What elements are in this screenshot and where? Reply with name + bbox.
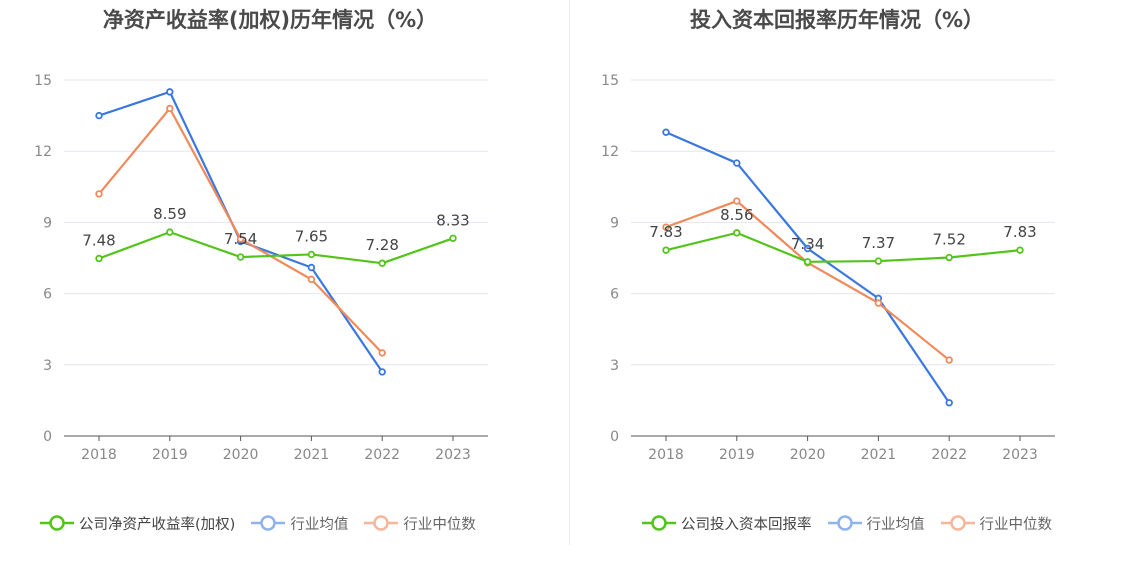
data-point <box>803 244 812 253</box>
legend-item[interactable]: 行业均值 <box>251 513 348 534</box>
legend-label: 行业中位数 <box>403 516 476 533</box>
data-point <box>662 246 670 254</box>
data-point <box>945 253 953 262</box>
legend-label: 公司净资产收益率(加权) <box>79 516 236 533</box>
data-label: 8.33 <box>436 211 469 229</box>
legend-label: 公司投入资本回报率 <box>681 516 812 533</box>
y-tick-label: 3 <box>610 358 619 374</box>
data-point <box>307 275 316 284</box>
legend-label: 行业均值 <box>866 516 925 533</box>
chart-title: 净资产收益率(加权)历年情况（%） <box>102 8 438 32</box>
data-label: 7.83 <box>649 223 682 241</box>
x-tick-label: 2018 <box>81 447 117 463</box>
data-point <box>945 399 953 407</box>
x-tick-label: 2021 <box>861 447 897 463</box>
data-point <box>449 234 457 243</box>
data-point <box>803 258 812 266</box>
y-tick-label: 15 <box>601 73 619 89</box>
legend-marker-icon <box>642 515 676 531</box>
legend-item[interactable]: 公司净资产收益率(加权) <box>40 513 235 534</box>
panel-divider <box>569 0 570 545</box>
data-point <box>166 228 174 236</box>
data-point <box>95 111 103 120</box>
series-line-0 <box>98 230 454 265</box>
data-point <box>236 235 245 243</box>
data-point <box>733 229 741 237</box>
data-point <box>95 254 103 263</box>
y-tick-label: 12 <box>601 144 619 160</box>
legend-marker-icon <box>827 515 862 531</box>
data-label: 7.54 <box>224 230 257 248</box>
data-point <box>945 356 953 364</box>
x-tick-label: 2020 <box>790 447 826 463</box>
data-point <box>95 190 103 198</box>
x-tick-label: 2023 <box>1002 447 1038 463</box>
legend-marker-icon <box>251 515 286 531</box>
legend-item[interactable]: 行业中位数 <box>940 513 1053 534</box>
data-point <box>307 263 316 272</box>
x-tick-label: 2020 <box>223 447 259 463</box>
data-point <box>662 223 670 231</box>
data-point <box>166 104 174 113</box>
chart-title: 投入资本回报率历年情况（%） <box>689 8 985 32</box>
data-point <box>166 88 174 96</box>
y-tick-label: 6 <box>610 287 619 303</box>
data-point <box>662 128 670 136</box>
roic-line-chart: 0 3 6 9 12 15 2018 2019 2020 2021 2022 2023 7.83 8.56… <box>601 73 1055 463</box>
data-label: 8.59 <box>153 205 186 223</box>
roe-chart-panel: 净资产收益率(加权)历年情况（%） 0 3 6 9 12 15 2018 2019 2020 20… <box>34 8 492 538</box>
legend-item[interactable]: 行业均值 <box>827 513 925 534</box>
y-tick-label: 9 <box>610 215 619 231</box>
x-tick-label: 2021 <box>294 447 330 463</box>
roic-chart-panel: 投入资本回报率历年情况（%） 0 3 6 9 12 15 2018 2019 2020 2021 2… <box>567 0 1134 582</box>
roe-line-chart: 0 3 6 9 12 15 2018 2019 2020 2021 2022 2023 7.48 8.59… <box>34 73 488 463</box>
data-point <box>733 197 741 205</box>
data-point <box>1016 246 1024 254</box>
series-line-2 <box>665 199 950 361</box>
y-tick-label: 3 <box>43 358 52 374</box>
data-label: 7.37 <box>862 234 895 252</box>
x-tick-label: 2019 <box>719 447 755 463</box>
y-tick-label: 0 <box>43 429 52 445</box>
data-label: 7.34 <box>791 235 824 253</box>
legend-item[interactable]: 行业中位数 <box>364 513 476 534</box>
series-line-0 <box>665 231 1021 263</box>
legend-label: 行业均值 <box>290 516 349 533</box>
x-tick-label: 2018 <box>648 447 684 463</box>
data-label: 7.48 <box>82 231 115 249</box>
legend-label: 行业中位数 <box>979 516 1053 533</box>
data-point <box>874 257 883 265</box>
data-point <box>733 159 741 167</box>
x-tick-label: 2022 <box>364 447 400 463</box>
legend-marker-icon <box>940 515 975 531</box>
y-tick-label: 6 <box>43 287 52 303</box>
data-point <box>378 349 386 357</box>
chart-legend: 公司投入资本回报率 行业均值 行业中位数 <box>642 508 1068 538</box>
chart-legend: 公司净资产收益率(加权) 行业均值 行业中位数 <box>40 508 492 538</box>
y-tick-label: 12 <box>34 144 52 160</box>
x-tick-label: 2019 <box>152 447 188 463</box>
x-tick-label: 2022 <box>931 447 967 463</box>
data-label: 7.65 <box>295 227 328 245</box>
y-tick-label: 9 <box>43 215 52 231</box>
legend-item[interactable]: 公司投入资本回报率 <box>642 513 812 534</box>
data-point <box>307 250 316 259</box>
y-tick-label: 15 <box>34 73 52 89</box>
data-label: 8.56 <box>720 206 753 224</box>
legend-marker-icon <box>364 515 399 531</box>
data-label: 7.28 <box>365 236 398 254</box>
data-label: 7.83 <box>1003 223 1036 241</box>
data-point <box>874 299 883 307</box>
data-label: 7.52 <box>932 231 965 249</box>
series-line-1 <box>665 131 951 404</box>
data-point <box>236 253 245 261</box>
legend-marker-icon <box>40 515 74 531</box>
data-point <box>378 368 386 376</box>
x-tick-label: 2023 <box>435 447 471 463</box>
y-tick-label: 0 <box>610 429 619 445</box>
data-point <box>378 259 386 267</box>
